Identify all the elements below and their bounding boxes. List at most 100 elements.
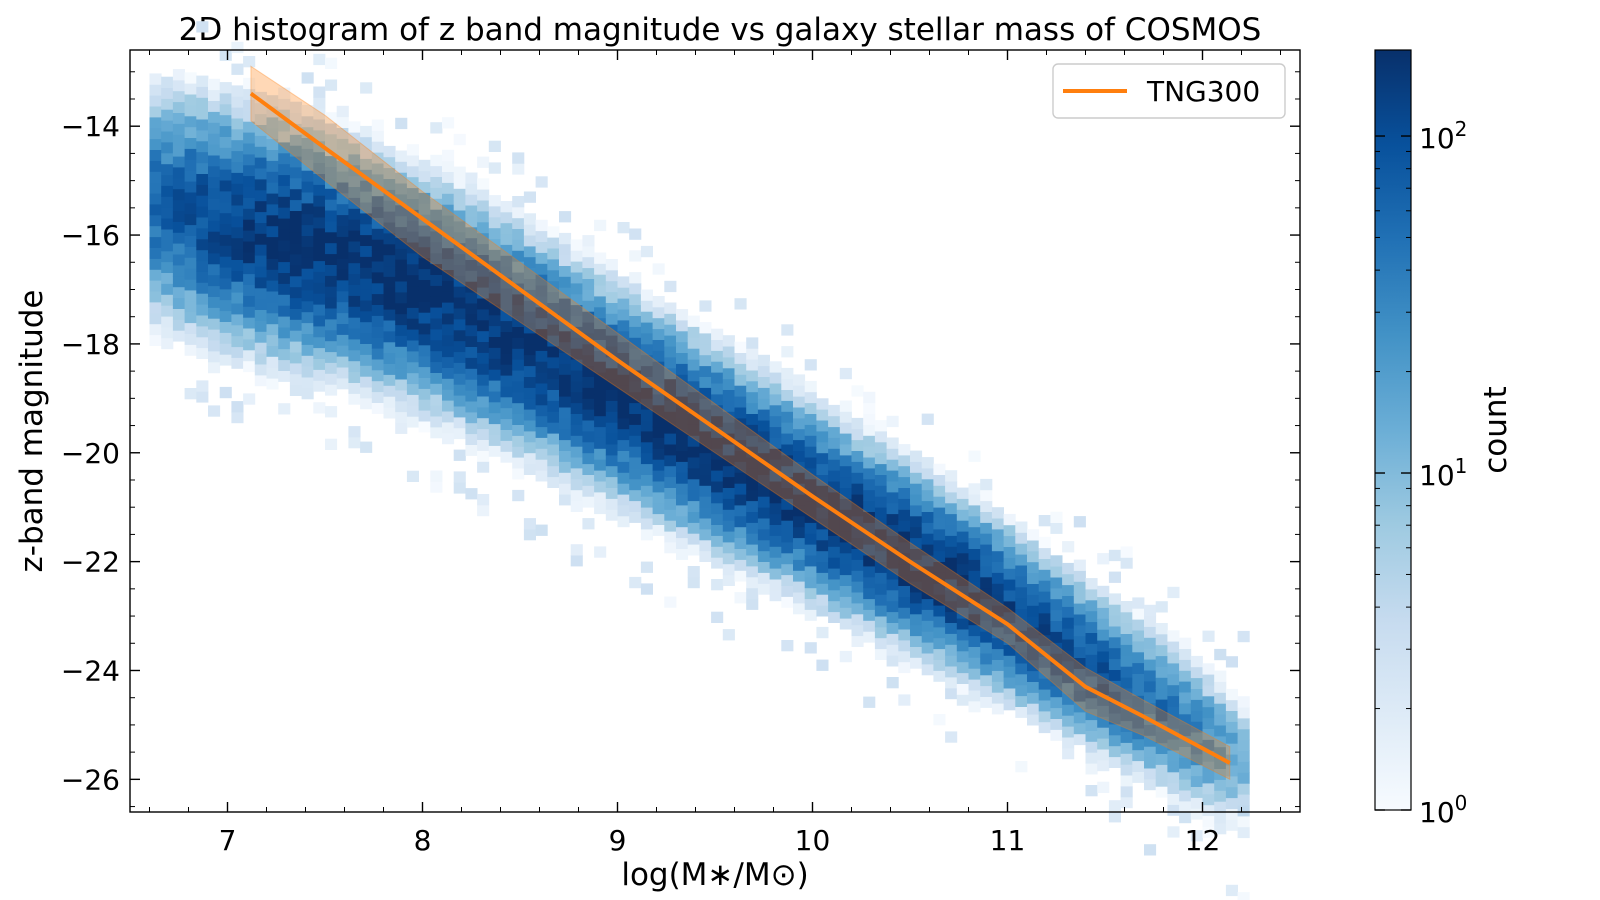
hist-bin	[1237, 728, 1250, 741]
hist-bin	[348, 262, 361, 275]
hist-bin	[184, 279, 197, 291]
hist-bin	[161, 327, 174, 339]
hist-bin	[500, 277, 513, 289]
hist-bin	[360, 158, 373, 170]
hist-bin	[172, 286, 185, 299]
hist-bin	[348, 339, 361, 351]
hist-bin	[289, 243, 302, 255]
hist-bin	[442, 204, 455, 216]
hist-bin	[512, 315, 525, 327]
hist-bin	[172, 134, 185, 146]
hist-bin	[617, 428, 630, 441]
hist-bin	[488, 293, 501, 305]
hist-bin	[161, 98, 174, 110]
hist-bin	[1038, 602, 1051, 614]
hist-bin	[582, 431, 595, 443]
hist-bin	[289, 352, 302, 364]
hist-bin	[629, 402, 642, 414]
hist-bin	[184, 300, 197, 313]
hist-bin	[757, 539, 770, 552]
hist-bin	[640, 474, 653, 486]
hist-bin	[254, 113, 267, 125]
hist-bin	[278, 327, 291, 339]
hist-bin	[699, 420, 712, 432]
hist-bin	[371, 228, 384, 240]
hist-bin	[1167, 695, 1180, 707]
hist-bin	[360, 289, 373, 301]
hist-bin	[816, 572, 829, 584]
hist-bin	[617, 287, 630, 299]
hist-bin	[605, 378, 618, 390]
hist-bin	[863, 413, 876, 425]
hist-bin	[184, 115, 197, 128]
hist-bin	[605, 280, 618, 293]
hist-bin	[746, 544, 759, 556]
hist-bin	[559, 472, 572, 484]
hist-bin	[523, 343, 536, 356]
hist-bin	[757, 376, 770, 388]
hist-bin	[1085, 763, 1098, 775]
hist-bin	[652, 263, 665, 275]
hist-bin	[863, 566, 876, 578]
hist-bin	[886, 502, 899, 515]
hist-bin	[172, 188, 185, 201]
hist-bin	[1097, 694, 1110, 706]
hist-bin	[243, 230, 256, 242]
hist-bin	[196, 75, 209, 87]
hist-bin	[488, 380, 501, 392]
hist-bin	[863, 609, 876, 621]
hist-bin	[687, 337, 700, 349]
hist-bin	[395, 346, 408, 358]
tng300-band-area	[250, 65, 1231, 781]
hist-bin	[547, 237, 560, 249]
hist-bin	[898, 629, 911, 641]
hist-bin	[184, 246, 197, 258]
hist-bin	[523, 245, 536, 258]
hist-bin	[1237, 892, 1250, 900]
hist-bin	[161, 163, 174, 176]
hist-bin	[582, 463, 595, 475]
hist-bin	[477, 221, 490, 234]
hist-bin	[325, 231, 338, 244]
hist-bin	[1214, 823, 1227, 835]
hist-bin	[184, 224, 197, 236]
hist-bin	[1202, 772, 1215, 784]
hist-bin	[1214, 757, 1227, 769]
hist-bin	[910, 646, 923, 658]
hist-bin	[1120, 611, 1133, 624]
hist-bin	[1179, 648, 1192, 660]
hist-bin	[430, 405, 443, 417]
hist-bin	[968, 635, 981, 647]
hist-bin	[254, 255, 267, 267]
hist-bin	[956, 498, 969, 510]
hist-bin	[664, 433, 677, 445]
hist-bin	[734, 505, 747, 517]
hist-bin	[1202, 685, 1215, 697]
hist-bin	[617, 309, 630, 321]
hist-bin	[395, 248, 408, 260]
hist-bin	[968, 592, 981, 604]
hist-bin	[687, 380, 700, 393]
hist-bin	[1167, 586, 1180, 599]
hist-bin	[945, 655, 958, 667]
hist-bin	[559, 461, 572, 473]
hist-bin	[360, 245, 373, 257]
hist-bin	[1179, 670, 1192, 682]
hist-bin	[1237, 772, 1250, 784]
hist-bin	[1085, 741, 1098, 753]
hist-bin	[313, 402, 326, 414]
hist-bin	[559, 287, 572, 299]
hist-bin	[652, 470, 665, 482]
hist-bin	[512, 359, 525, 371]
hist-bin	[523, 322, 536, 334]
hist-bin	[383, 341, 396, 354]
hist-bin	[184, 170, 197, 182]
hist-bin	[699, 550, 712, 562]
hist-bin	[406, 274, 419, 287]
hist-bin	[231, 139, 244, 152]
hist-bin	[430, 176, 443, 188]
hist-bin	[1237, 630, 1250, 643]
hist-bin	[629, 468, 642, 480]
hist-bin	[956, 629, 969, 641]
hist-bin	[535, 274, 548, 286]
